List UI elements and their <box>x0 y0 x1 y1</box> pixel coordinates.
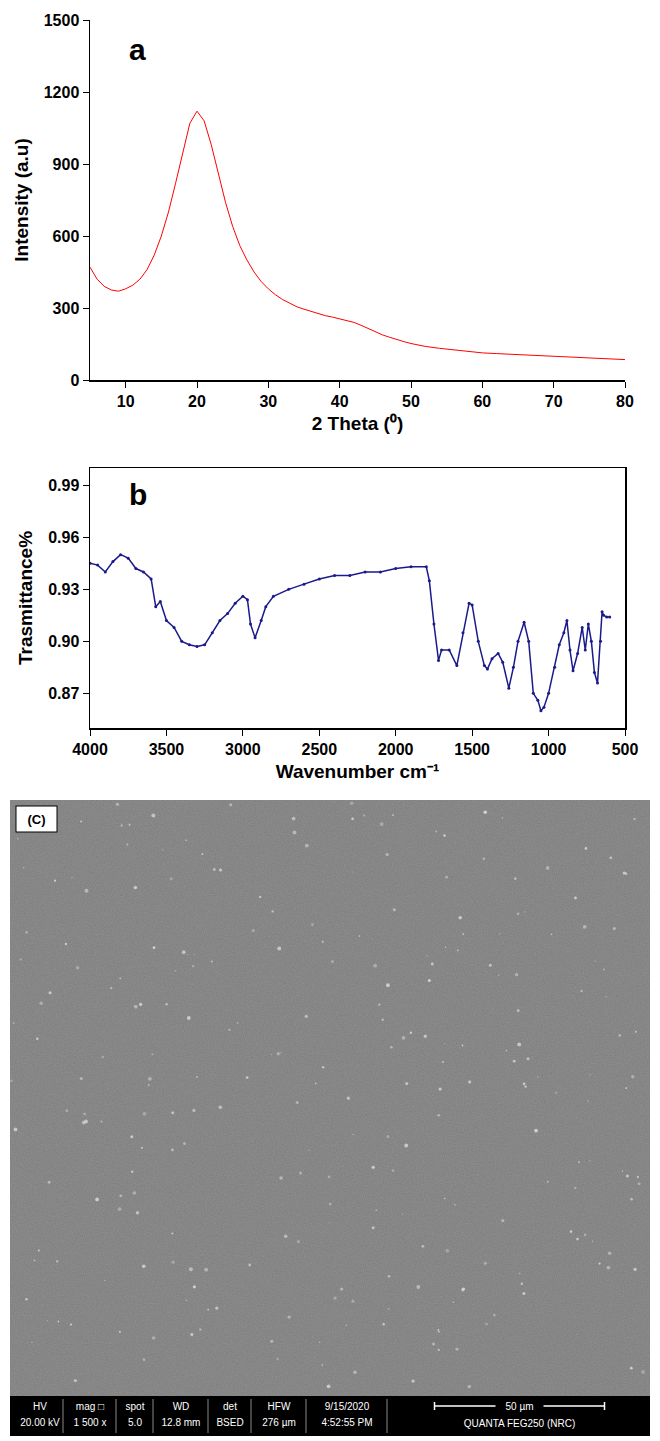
svg-text:50: 50 <box>402 393 420 410</box>
svg-text:20.00 kV: 20.00 kV <box>20 1417 60 1428</box>
svg-text:0: 0 <box>70 372 79 389</box>
svg-text:2 Theta (⁰): 2 Theta (⁰) <box>312 413 403 434</box>
svg-text:4:52:55 PM: 4:52:55 PM <box>321 1417 372 1428</box>
svg-text:Wavenumber cm⁻¹: Wavenumber cm⁻¹ <box>276 761 440 782</box>
svg-text:900: 900 <box>53 156 80 173</box>
svg-text:1200: 1200 <box>44 84 80 101</box>
svg-text:WD: WD <box>173 1401 190 1412</box>
svg-text:Intensity (a.u): Intensity (a.u) <box>11 138 32 262</box>
svg-text:50 µm: 50 µm <box>506 1401 534 1412</box>
svg-text:5.0: 5.0 <box>128 1417 142 1428</box>
svg-text:600: 600 <box>53 228 80 245</box>
svg-text:4000: 4000 <box>72 741 108 758</box>
svg-text:(C): (C) <box>27 812 45 827</box>
svg-text:QUANTA FEG250 (NRC): QUANTA FEG250 (NRC) <box>464 1418 576 1429</box>
svg-text:500: 500 <box>612 741 639 758</box>
svg-text:300: 300 <box>53 300 80 317</box>
svg-text:1 500 x: 1 500 x <box>74 1417 107 1428</box>
svg-text:0.99: 0.99 <box>48 477 79 494</box>
svg-text:1000: 1000 <box>531 741 567 758</box>
svg-text:9/15/2020: 9/15/2020 <box>325 1401 370 1412</box>
svg-text:BSED: BSED <box>216 1417 243 1428</box>
svg-text:80: 80 <box>616 393 634 410</box>
svg-text:3500: 3500 <box>149 741 185 758</box>
svg-text:det: det <box>223 1401 237 1412</box>
svg-text:HV: HV <box>33 1401 47 1412</box>
svg-text:Trasmittance%: Trasmittance% <box>15 531 36 665</box>
svg-text:276 µm: 276 µm <box>262 1417 296 1428</box>
svg-text:10: 10 <box>117 393 135 410</box>
svg-text:1500: 1500 <box>44 12 80 29</box>
svg-text:a: a <box>129 33 146 66</box>
svg-text:70: 70 <box>545 393 563 410</box>
svg-text:0.90: 0.90 <box>48 633 79 650</box>
svg-text:0.96: 0.96 <box>48 529 79 546</box>
svg-text:1500: 1500 <box>454 741 490 758</box>
svg-text:30: 30 <box>259 393 277 410</box>
svg-text:b: b <box>129 478 147 511</box>
svg-text:mag □: mag □ <box>76 1401 104 1412</box>
svg-text:HFW: HFW <box>268 1401 291 1412</box>
svg-text:0.93: 0.93 <box>48 581 79 598</box>
svg-text:spot: spot <box>126 1401 145 1412</box>
svg-text:20: 20 <box>188 393 206 410</box>
svg-text:0.87: 0.87 <box>48 685 79 702</box>
svg-text:2500: 2500 <box>301 741 337 758</box>
svg-text:3000: 3000 <box>225 741 261 758</box>
svg-text:2000: 2000 <box>378 741 414 758</box>
svg-text:40: 40 <box>331 393 349 410</box>
svg-text:60: 60 <box>473 393 491 410</box>
svg-text:12.8 mm: 12.8 mm <box>162 1417 201 1428</box>
